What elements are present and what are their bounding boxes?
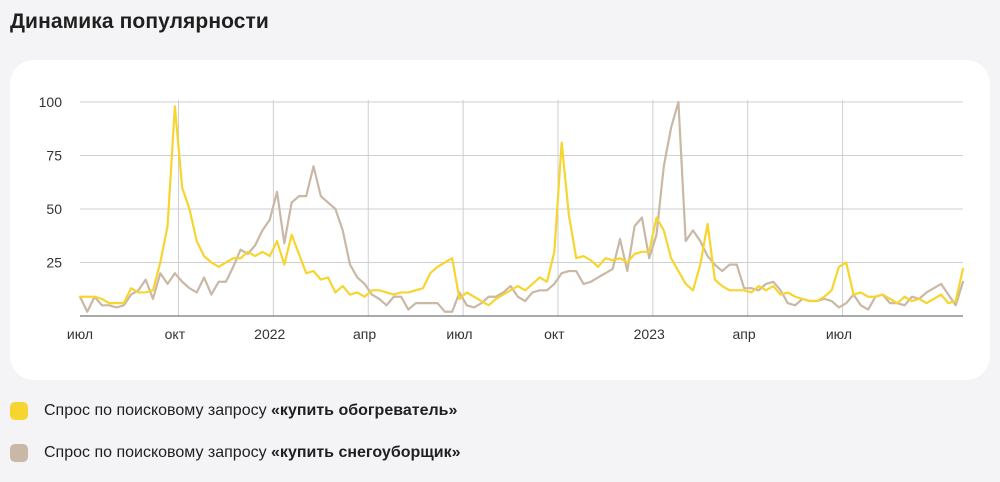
series [78, 100, 965, 313]
x-tick-label: 2023 [634, 326, 665, 342]
chart-card: 25 50 75 100 июл окт 2022 апр июл окт 2023 апр июл [10, 60, 990, 380]
x-tick-label: апр [732, 326, 755, 342]
x-tick-label: июл [826, 326, 852, 342]
legend-prefix: Спрос по поисковому запросу [44, 444, 272, 461]
legend-query-snowblower: «купить снегоуборщик» [271, 444, 461, 461]
y-tick-label: 50 [46, 201, 62, 217]
x-tick-label: июл [67, 326, 93, 342]
series-line-heater [78, 105, 965, 307]
series-line-snowblower [78, 100, 965, 313]
legend-swatch-snowblower [10, 444, 28, 462]
grid [80, 100, 963, 316]
page-title: Динамика популярности [10, 10, 269, 33]
legend-prefix: Спрос по поисковому запросу [44, 402, 272, 419]
y-tick-label: 75 [46, 148, 62, 164]
legend-item-snowblower[interactable]: Спрос по поисковому запросу «купить снег… [10, 440, 910, 466]
x-tick-label: окт [544, 326, 565, 342]
x-tick-label: окт [165, 326, 186, 342]
y-tick-label: 25 [46, 255, 62, 271]
x-tick-label: 2022 [254, 326, 285, 342]
axes: 25 50 75 100 июл окт 2022 апр июл окт 2023 апр июл [39, 94, 963, 342]
y-tick-label: 100 [39, 94, 63, 110]
legend-swatch-heater [10, 402, 28, 420]
legend-query-heater: «купить обогреватель» [271, 402, 458, 419]
legend: Спрос по поисковому запросу «купить обог… [10, 398, 910, 482]
x-tick-label: июл [446, 326, 472, 342]
legend-item-heater[interactable]: Спрос по поисковому запросу «купить обог… [10, 398, 910, 424]
x-tick-label: апр [353, 326, 376, 342]
line-chart: 25 50 75 100 июл окт 2022 апр июл окт 2023 апр июл [39, 94, 965, 342]
